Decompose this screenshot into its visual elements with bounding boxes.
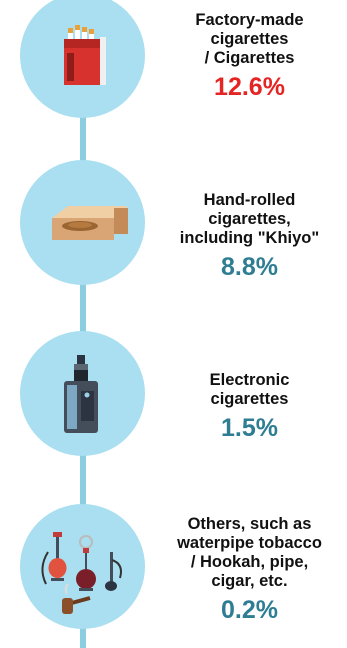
hookah-pipe-icon — [20, 504, 145, 629]
item-percentage: 12.6% — [214, 73, 285, 101]
item-factory-made: Factory-made cigarettes / Cigarettes 12.… — [152, 11, 347, 102]
item-label: Hand-rolled cigarettes, including "Khiyo… — [179, 191, 320, 247]
e-cigarette-icon — [20, 331, 145, 456]
item-percentage: 1.5% — [221, 414, 278, 442]
connector-line — [80, 0, 86, 648]
item-label: Others, such as waterpipe tobacco / Hook… — [177, 515, 322, 590]
item-electronic: Electronic cigarettes 1.5% — [152, 371, 347, 443]
cigarette-pack-icon — [20, 0, 145, 118]
item-percentage: 0.2% — [221, 596, 278, 624]
item-label: Factory-made cigarettes / Cigarettes — [195, 11, 304, 67]
tobacco-box-icon — [20, 160, 145, 285]
item-hand-rolled: Hand-rolled cigarettes, including "Khiyo… — [152, 191, 347, 282]
item-others: Others, such as waterpipe tobacco / Hook… — [152, 515, 347, 625]
item-percentage: 8.8% — [221, 253, 278, 281]
item-label: Electronic cigarettes — [209, 371, 290, 408]
